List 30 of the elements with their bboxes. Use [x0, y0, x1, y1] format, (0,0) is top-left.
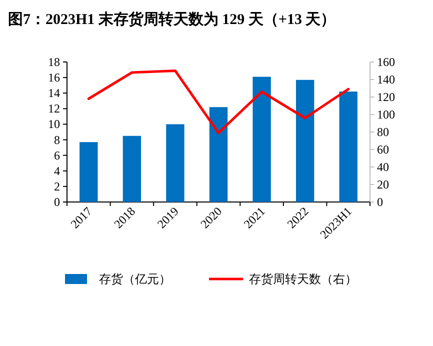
- bar: [122, 136, 142, 202]
- legend-label: 存货（亿元）: [99, 272, 171, 286]
- y-tick-label: 12: [48, 102, 60, 116]
- bar: [166, 124, 184, 202]
- y2-tick-label: 140: [377, 72, 395, 86]
- y-tick-label: 2: [54, 179, 60, 194]
- bar: [80, 142, 98, 202]
- y2-tick-label: 120: [377, 90, 395, 104]
- y-tick-label: 14: [48, 86, 60, 100]
- y-tick-label: 18: [48, 55, 60, 69]
- y-tick-label: 8: [54, 132, 60, 147]
- legend-label: 存货周转天数（右）: [249, 272, 357, 286]
- y-tick-label: 10: [48, 117, 60, 132]
- y-tick-label: 6: [54, 148, 60, 162]
- y2-tick-label: 0: [377, 195, 383, 209]
- y-tick-label: 0: [54, 195, 60, 209]
- y-tick-label: 4: [54, 164, 60, 178]
- y2-tick-label: 100: [377, 108, 395, 122]
- bar: [209, 107, 228, 202]
- y2-tick-label: 60: [377, 142, 389, 156]
- y2-tick-label: 20: [377, 178, 389, 192]
- bar: [252, 76, 271, 202]
- y2-tick-label: 40: [377, 160, 389, 174]
- y2-tick-label: 80: [377, 125, 389, 139]
- line-series: [87, 70, 350, 134]
- chart-title: 图7：2023H1 末存货周转天数为 129 天（+13 天）: [8, 11, 336, 28]
- bar: [296, 80, 314, 202]
- bar: [339, 92, 358, 202]
- y2-tick-label: 160: [377, 55, 395, 69]
- y-tick-label: 16: [48, 70, 60, 85]
